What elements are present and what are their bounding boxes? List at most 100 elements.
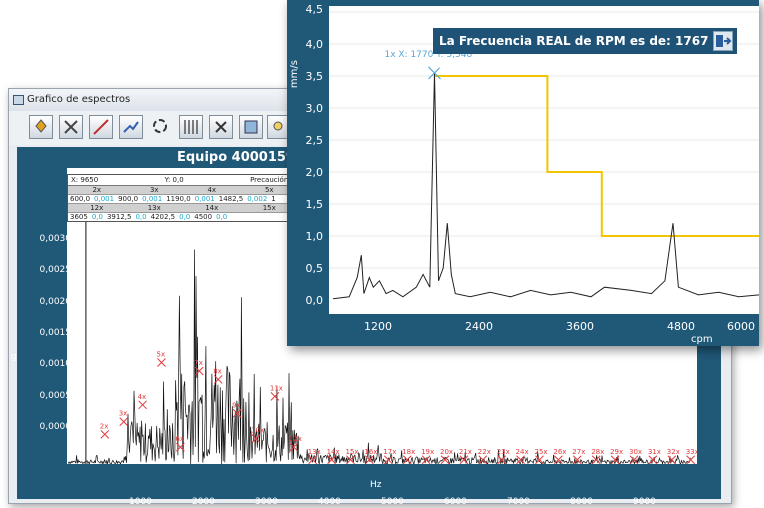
window-icon — [13, 95, 24, 105]
harmonic-label: 18x — [402, 448, 415, 456]
harmonic-label: 9x — [232, 401, 241, 409]
harmonic-marker — [251, 434, 261, 443]
y-tick-label: 3,0 — [305, 102, 324, 115]
harmonic-marker — [667, 455, 677, 464]
spectrum-svg: X: 300 Y: 0,0032x3x4x5x6x7x8x9x10x11x12x… — [67, 204, 697, 464]
exit-icon[interactable] — [713, 31, 733, 51]
window-title: Grafico de espectros — [27, 94, 131, 105]
harmonic-label: 5x — [157, 351, 166, 359]
x-tick-label: 2000 — [192, 497, 215, 507]
harmonic-label: 20x — [440, 448, 453, 456]
delete-icon[interactable] — [209, 115, 233, 139]
harmonic-label: 10x — [251, 427, 264, 435]
x-tick-label: 1200 — [364, 320, 392, 333]
y-axis-label: g — [11, 352, 17, 362]
harmonic-freq: 4202,5 — [150, 213, 176, 221]
harmonic-amp: 0,0 — [216, 213, 228, 221]
harmonic-label: 14x — [327, 448, 340, 456]
harmonic-marker — [402, 455, 412, 464]
x-tick-label: 7000 — [507, 497, 530, 507]
x-tick-label: 3600 — [566, 320, 594, 333]
harmonic-label: 29x — [610, 448, 623, 456]
harmonic-header: 5x — [264, 186, 274, 194]
harmonic-label: 2x — [100, 422, 109, 430]
harmonic-marker — [572, 455, 582, 464]
harmonic-label: 33x — [686, 448, 697, 456]
harmonic-label: 7x — [194, 359, 203, 367]
harmonic-label: 16x — [364, 448, 377, 456]
x-axis-label: Hz — [370, 480, 382, 490]
y-tick-label: 3,5 — [305, 70, 324, 83]
delete-marker-icon[interactable] — [59, 115, 83, 139]
harmonic-amp: 0,001 — [142, 195, 163, 203]
harmonic-amp: 0,0 — [179, 213, 191, 221]
harmonic-marker — [157, 358, 166, 367]
harmonic-marker — [629, 455, 639, 464]
harmonic-marker — [100, 430, 110, 439]
harmonic-header: 2x — [92, 186, 102, 194]
marker-info-table: X: 9650 Y: 0,0 Precaución 0 2x 3x 4x 5x … — [67, 174, 299, 222]
x-tick-label: 4800 — [667, 320, 695, 333]
hatch-icon[interactable] — [179, 115, 203, 139]
chart-edit-icon[interactable] — [119, 115, 143, 139]
harmonic-marker — [383, 455, 393, 464]
rpm-zoom-window: 1x X: 1770 Y: 3,548 La Frecuencia REAL d… — [287, 0, 759, 346]
harmonic-freq: 3605 — [70, 213, 88, 221]
harmonic-freq: 600,0 — [70, 195, 91, 203]
x-axis-label: cpm — [691, 334, 713, 345]
rpm-banner-text: La Frecuencia REAL de RPM es de: 1767 cp… — [439, 34, 709, 74]
harmonic-marker — [554, 455, 563, 464]
harmonic-label: 4x — [138, 393, 147, 401]
harmonic-value-row: 3605 0,0 3912,5 0,0 4202,5 0,0 4500 0,0 — [68, 213, 298, 221]
y-tick-label: 0,0005 — [39, 391, 72, 401]
y-tick-label: 2,5 — [305, 134, 324, 147]
y-tick-label: 0,0010 — [39, 359, 72, 369]
x-tick-label: 3000 — [255, 497, 278, 507]
harmonic-amp: 0,0 — [135, 213, 147, 221]
harmonic-marker — [497, 455, 507, 464]
y-tick-label: 0,5 — [305, 262, 324, 275]
harmonic-header: 13x — [147, 204, 161, 212]
harmonic-header: 12x — [90, 204, 104, 212]
harmonic-label: 25x — [535, 448, 548, 456]
x-tick-label: 2400 — [465, 320, 493, 333]
harmonic-marker — [535, 455, 544, 464]
harmonic-marker — [119, 417, 129, 427]
x-tick-label: 8000 — [570, 497, 593, 507]
y-tick-label: 0,0030 — [39, 234, 72, 244]
y-tick-label: 0,0025 — [39, 265, 72, 275]
harmonic-label: 12x — [289, 435, 302, 443]
harmonic-marker — [459, 455, 469, 464]
y-tick-label: 4,5 — [305, 3, 324, 16]
harmonic-label: 17x — [383, 448, 396, 456]
harmonic-label: 31x — [648, 448, 661, 456]
harmonic-label: 15x — [346, 448, 359, 456]
harmonic-marker — [648, 455, 658, 464]
harmonic-header: 3x — [149, 186, 159, 194]
harmonic-label: 26x — [553, 448, 566, 456]
harmonic-label: 30x — [629, 448, 642, 456]
rpm-banner: La Frecuencia REAL de RPM es de: 1767 cp… — [433, 28, 737, 74]
spectrum-trace — [332, 72, 759, 300]
grid-icon[interactable] — [239, 115, 263, 139]
harmonic-marker — [421, 455, 431, 464]
harmonic-amp: 0,001 — [94, 195, 115, 203]
harmonic-freq: 3912,5 — [106, 213, 132, 221]
harmonic-marker — [440, 455, 450, 464]
harmonic-marker — [213, 375, 223, 384]
harmonic-label: 32x — [667, 448, 680, 456]
recycle-icon[interactable] — [149, 115, 173, 139]
rpm-spectrum-plot[interactable]: 1x X: 1770 Y: 3,548 La Frecuencia REAL d… — [329, 6, 759, 314]
marker-icon[interactable] — [29, 115, 53, 139]
harmonic-amp: 0,001 — [194, 195, 215, 203]
info-y-label: Y: — [164, 176, 171, 184]
harmonic-header-row: 12x 13x 14x 15x — [68, 204, 298, 213]
trend-line-icon[interactable] — [89, 115, 113, 139]
harmonic-header: 14x — [205, 204, 219, 212]
y-axis-label: mm/s — [289, 60, 300, 89]
harmonic-freq: 4500 — [194, 213, 213, 221]
harmonic-label: 3x — [119, 410, 128, 418]
panel-title: Equipo 40001599 — [177, 150, 305, 165]
harmonic-header: 15x — [262, 204, 276, 212]
x-tick-label: 1000 — [129, 497, 152, 507]
